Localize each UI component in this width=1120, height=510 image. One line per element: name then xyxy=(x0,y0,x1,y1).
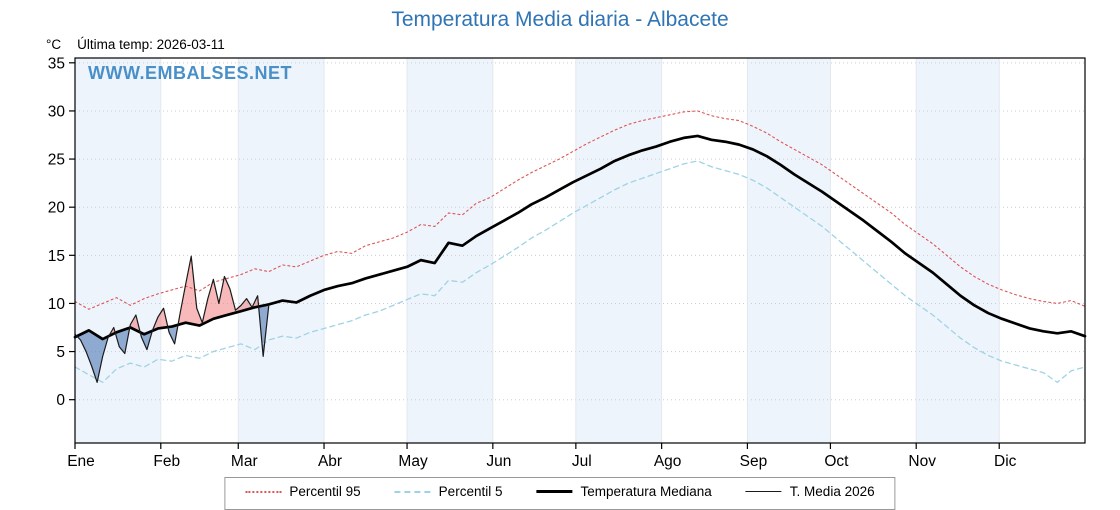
legend-item-percentil-5: Percentil 5 xyxy=(394,484,503,499)
x-tick-label: Sep xyxy=(740,453,768,470)
y-tick-label: 25 xyxy=(48,152,65,169)
x-tick-label: Oct xyxy=(824,453,849,470)
x-tick-label: May xyxy=(398,453,428,470)
watermark: WWW.EMBALSES.NET xyxy=(88,63,292,83)
last-temp-annotation: Última temp: 2026-03-11 xyxy=(77,37,225,52)
chart-header-labels: °C Última temp: 2026-03-11 xyxy=(46,37,225,52)
y-tick-label: 10 xyxy=(48,296,66,313)
percentil-5-line xyxy=(74,160,1086,384)
month-band-ene xyxy=(75,58,161,443)
chart-title: Temperatura Media diaria - Albacete xyxy=(391,8,729,31)
month-band-jul xyxy=(575,58,662,443)
x-tick-label: Mar xyxy=(231,453,258,470)
month-band-nov xyxy=(916,58,1000,443)
x-tick-label: Nov xyxy=(908,453,936,470)
temperatura-mediana-line xyxy=(73,134,1087,341)
y-tick-label: 30 xyxy=(48,103,66,120)
y-tick-label: 35 xyxy=(48,55,65,72)
x-tick-label: Jun xyxy=(486,453,511,470)
mediana-line-swatch xyxy=(536,490,573,493)
x-tick-label: Jul xyxy=(572,453,592,470)
x-tick-label: Feb xyxy=(153,453,180,470)
percentil-5-line-swatch xyxy=(394,490,431,493)
legend-label-percentil-95: Percentil 95 xyxy=(289,484,361,499)
tmedia-2026-line xyxy=(74,255,270,383)
y-tick-label: 0 xyxy=(56,392,65,409)
month-band-mar xyxy=(238,58,325,443)
month-band-may xyxy=(407,58,493,443)
legend-label-percentil-5: Percentil 5 xyxy=(438,484,503,499)
legend-item-mediana: Temperatura Mediana xyxy=(536,484,712,499)
x-tick-label: Abr xyxy=(318,453,342,470)
x-tick-label: Dic xyxy=(994,453,1017,470)
percentil-95-line xyxy=(74,110,1086,310)
legend-item-percentil-95: Percentil 95 xyxy=(245,484,361,499)
x-tick-label: Ene xyxy=(67,453,95,470)
legend-label-mediana: Temperatura Mediana xyxy=(580,484,712,499)
above-median-fill xyxy=(75,256,269,340)
y-tick-label: 20 xyxy=(48,200,66,217)
y-tick-label: 5 xyxy=(56,344,65,361)
legend-label-tmedia-2026: T. Media 2026 xyxy=(789,484,875,499)
legend: Percentil 95 Percentil 5 Temperatura Med… xyxy=(224,477,896,510)
legend-item-tmedia-2026: T. Media 2026 xyxy=(745,484,875,499)
y-tick-label: 15 xyxy=(48,248,65,265)
y-axis-unit-label: °C xyxy=(46,37,62,52)
x-tick-label: Ago xyxy=(654,453,682,470)
tmedia-2026-line-swatch xyxy=(745,491,782,492)
plot-frame xyxy=(74,57,1086,444)
month-band-sep xyxy=(747,58,831,443)
percentil-95-line-swatch xyxy=(245,490,282,493)
